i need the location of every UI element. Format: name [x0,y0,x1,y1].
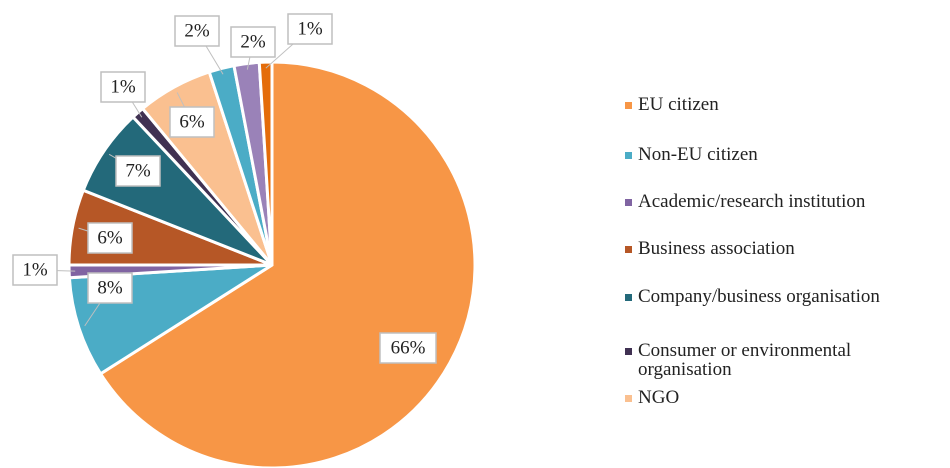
data-label: 1% [297,18,323,39]
label-box [379,332,437,364]
legend-item: EU citizen [625,95,925,114]
legend-item: NGO [625,388,925,407]
data-label: 2% [184,20,210,41]
legend-swatch [625,294,632,301]
label-box [169,106,215,138]
label-box [87,272,133,304]
data-label: 6% [179,111,205,132]
legend-label: NGO [638,387,680,408]
legend-swatch [625,395,632,402]
label-box [287,13,333,45]
legend-item: Consumer or environmental organisation [625,341,925,379]
legend-label: Business association [638,238,795,259]
legend-swatch [625,102,632,109]
legend-swatch [625,152,632,159]
pie-slice [257,60,274,266]
label-box [230,26,276,58]
data-label: 1% [110,76,136,97]
legend-label: EU citizen [638,94,719,115]
data-label: 1% [22,259,48,280]
legend-item: Company/business organisation [625,287,925,306]
legend-label: Non-EU citizen [638,144,758,165]
legend-swatch [625,246,632,253]
label-box [100,71,146,103]
legend-label: Academic/research institution [638,191,866,212]
label-box [12,254,58,286]
legend-swatch [625,348,632,355]
data-label: 2% [240,31,266,52]
legend-item: Academic/research institution [625,192,925,211]
legend-swatch [625,199,632,206]
data-label: 66% [391,337,426,358]
data-label: 7% [125,160,151,181]
legend-label: Company/business organisation [638,286,880,307]
label-box [115,155,161,187]
data-label: 8% [97,277,123,298]
legend-label: Consumer or environmental organisation [638,340,852,380]
pie-slice [98,60,477,468]
data-label: 6% [97,227,123,248]
label-box [174,15,220,47]
legend-item: Business association [625,239,925,258]
legend-item: Non-EU citizen [625,145,925,164]
chart: 66% 8% 1% 6% 7% 1% 6% 2% 2% 1% [12,13,477,468]
label-box [87,222,133,254]
